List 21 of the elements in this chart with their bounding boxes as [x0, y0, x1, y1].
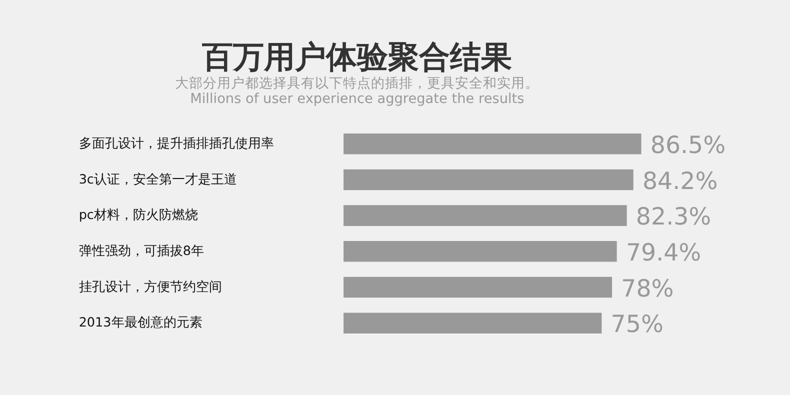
- bar: [344, 205, 627, 226]
- y-tick-label: 多面孔设计，提升插排插孔使用率: [78, 136, 274, 152]
- data-label: 75%: [610, 310, 664, 338]
- chart-subtitle: 大部分用户都选择具有以下特点的插排，更具安全和实用。: [175, 76, 540, 92]
- chart-title: 百万用户体验聚合结果: [201, 40, 512, 76]
- data-label: 84.2%: [642, 166, 718, 195]
- text: Millions of user experience aggregate the results: [190, 91, 524, 108]
- bar: [344, 312, 602, 334]
- y-tick-label: 挂孔设计，方便节约空间: [78, 278, 222, 295]
- data-label: 78%: [621, 274, 674, 302]
- y-tick-label: 2013年最创意的元素: [78, 316, 202, 331]
- bar: [344, 134, 642, 154]
- bar: [344, 169, 634, 190]
- data-label: 86.5%: [650, 131, 726, 160]
- bar: [344, 276, 612, 298]
- y-tick-label: 弹性强劲，可插拔8年: [78, 244, 204, 260]
- y-tick-label: 3c认证，安全第一才是王道: [78, 171, 237, 188]
- data-label: 79.4%: [626, 238, 702, 267]
- y-tick-label: pc材料，防火防燃烧: [78, 208, 198, 224]
- bar: [344, 241, 617, 262]
- data-label: 82.3%: [636, 202, 712, 231]
